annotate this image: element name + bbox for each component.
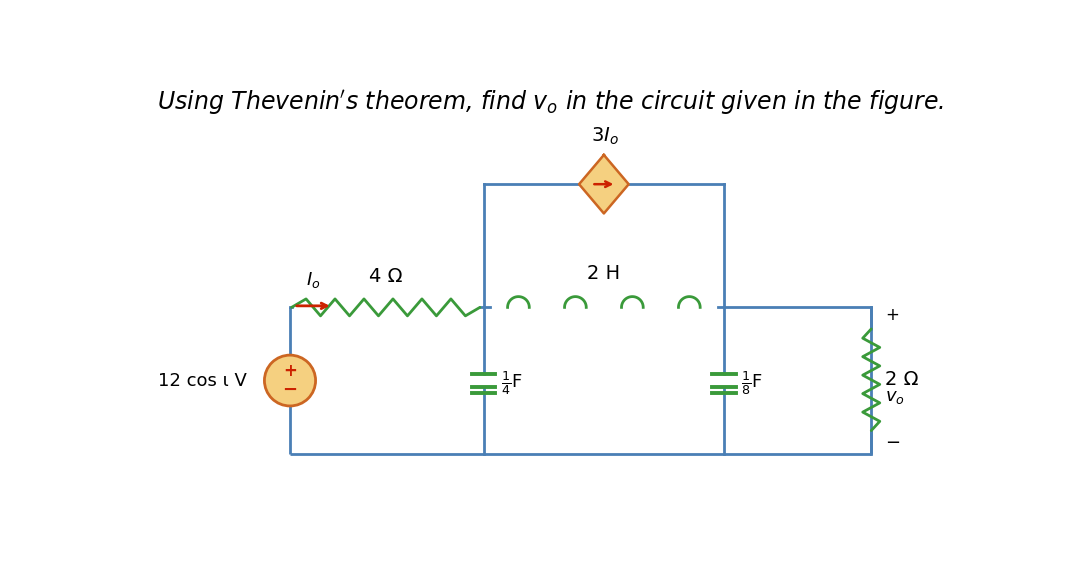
- Polygon shape: [579, 155, 629, 213]
- Text: 12 cos ι V: 12 cos ι V: [159, 371, 247, 389]
- Text: $\it{I}_o$: $\it{I}_o$: [306, 271, 321, 290]
- Text: $3\it{I}_o$: $3\it{I}_o$: [592, 126, 619, 147]
- Text: +: +: [886, 306, 899, 324]
- Text: $\frac{1}{8}$F: $\frac{1}{8}$F: [741, 369, 762, 397]
- Text: 2 Ω: 2 Ω: [886, 370, 919, 389]
- Text: −: −: [283, 381, 298, 399]
- Text: −: −: [886, 435, 901, 452]
- Text: Using Thevenin$'$s theorem, find $v_o$ in the circuit given in the figure.: Using Thevenin$'$s theorem, find $v_o$ i…: [157, 88, 944, 117]
- Circle shape: [265, 355, 315, 406]
- Text: 4 Ω: 4 Ω: [369, 267, 403, 286]
- Text: 2 H: 2 H: [588, 264, 620, 283]
- Text: $\frac{1}{4}$F: $\frac{1}{4}$F: [501, 369, 523, 397]
- Text: $v_o$: $v_o$: [886, 388, 905, 406]
- Text: +: +: [283, 362, 297, 380]
